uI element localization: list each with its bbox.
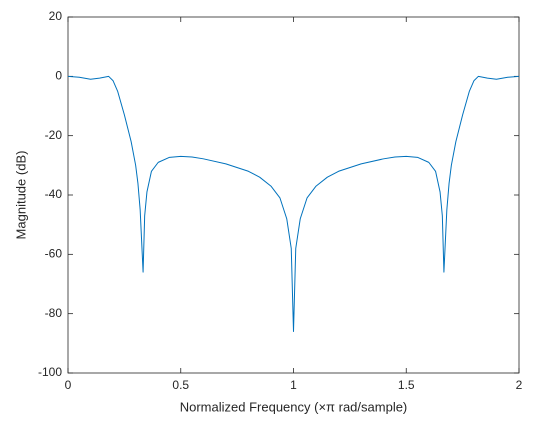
y-tick-label: 0 [55,69,62,83]
y-tick-label: 20 [49,9,63,23]
y-tick-label: -40 [45,187,63,201]
x-tick-label: 2 [516,378,523,392]
y-tick-label: -20 [45,128,63,142]
x-axis-label: Normalized Frequency (×π rad/sample) [180,399,408,414]
x-tick-label: 1 [290,378,297,392]
y-tick-label: -80 [45,306,63,320]
x-tick-label: 1.5 [398,378,415,392]
line-series [67,75,520,332]
y-axis-label: Magnitude (dB) [13,151,28,240]
x-tick-label: 0 [65,378,72,392]
y-tick-label: -60 [45,247,63,261]
x-tick-label: 0.5 [172,378,189,392]
y-tick-label: -100 [38,365,62,379]
